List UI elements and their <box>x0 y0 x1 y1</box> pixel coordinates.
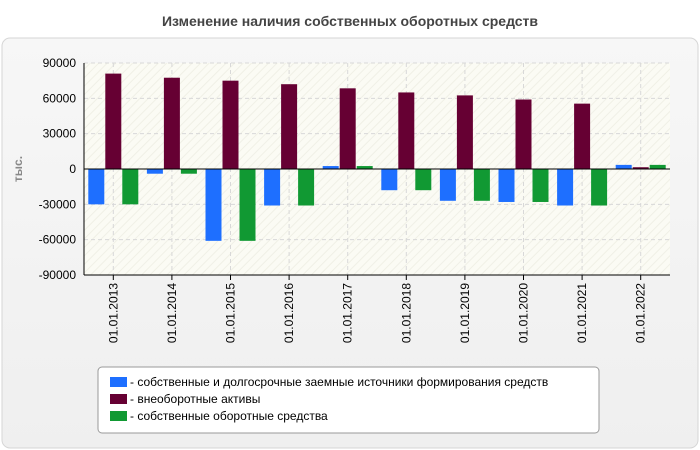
x-tick-label: 01.01.2017 <box>341 283 355 343</box>
legend-label-1: - собственные и долгосрочные заемные ист… <box>130 375 548 389</box>
y-axis-label: тыс. <box>11 156 25 182</box>
bar-series-1 <box>439 169 456 201</box>
x-tick-label: 01.01.2020 <box>517 283 531 343</box>
tick-labels: 90000 60000 30000 0 -30000 -60000 -90000 01.01.… <box>39 56 648 343</box>
legend-box <box>97 366 600 434</box>
bar-series-1 <box>205 169 222 241</box>
y-tick-label: 90000 <box>43 56 77 70</box>
bar-series-3 <box>473 169 490 201</box>
x-tick-label: 01.01.2013 <box>106 283 120 343</box>
legend-swatch-1 <box>110 377 127 387</box>
bar-series-2 <box>163 77 180 169</box>
bar-series-1 <box>615 164 632 169</box>
bar-series-2 <box>632 167 649 169</box>
y-tick-label: 60000 <box>43 91 77 105</box>
y-tick-label: 30000 <box>43 127 77 141</box>
chart-title: Изменение наличия собственных оборотных … <box>162 13 538 29</box>
bar-series-2 <box>281 84 298 169</box>
legend-label-3: - собственные оборотные средства <box>130 409 328 423</box>
x-tick-label: 01.01.2019 <box>458 283 472 343</box>
bar-series-2 <box>398 92 415 169</box>
x-tick-label: 01.01.2018 <box>399 283 413 343</box>
legend-swatch-3 <box>110 411 127 421</box>
bar-series-1 <box>264 169 281 206</box>
bar-series-1 <box>498 169 515 202</box>
bar-series-3 <box>239 169 256 241</box>
x-tick-label: 01.01.2022 <box>634 283 648 343</box>
y-tick-label: -90000 <box>39 268 77 282</box>
bar-series-3 <box>591 169 608 206</box>
bar-series-1 <box>557 169 574 206</box>
bar-series-1 <box>381 169 398 191</box>
y-tick-label: -60000 <box>39 233 77 247</box>
bar-series-3 <box>415 169 432 191</box>
bar-series-2 <box>574 103 591 169</box>
y-tick-label: -30000 <box>39 197 77 211</box>
bar-series-2 <box>222 80 239 169</box>
legend-label-2: - внеоборотные активы <box>130 392 260 406</box>
bar-series-3 <box>532 169 549 202</box>
bar-series-2 <box>105 73 122 169</box>
bar-series-1 <box>322 166 339 169</box>
bar-series-1 <box>88 169 105 205</box>
bars <box>88 73 666 241</box>
x-tick-label: 01.01.2015 <box>224 283 238 343</box>
legend: - собственные и долгосрочные заемные ист… <box>97 366 600 434</box>
bar-series-2 <box>515 99 532 169</box>
legend-swatch-2 <box>110 394 127 404</box>
bar-series-3 <box>122 169 139 205</box>
axes <box>83 63 670 280</box>
bar-series-3 <box>356 166 373 169</box>
bar-series-2 <box>339 88 356 169</box>
y-tick-label: 0 <box>69 162 76 176</box>
x-tick-label: 01.01.2021 <box>575 283 589 343</box>
bar-series-2 <box>456 95 473 169</box>
x-tick-label: 01.01.2014 <box>165 283 179 343</box>
bar-series-3 <box>298 169 315 206</box>
x-tick-label: 01.01.2016 <box>282 283 296 343</box>
bar-series-1 <box>146 169 163 174</box>
bar-series-3 <box>180 169 197 174</box>
bar-series-3 <box>649 164 666 169</box>
